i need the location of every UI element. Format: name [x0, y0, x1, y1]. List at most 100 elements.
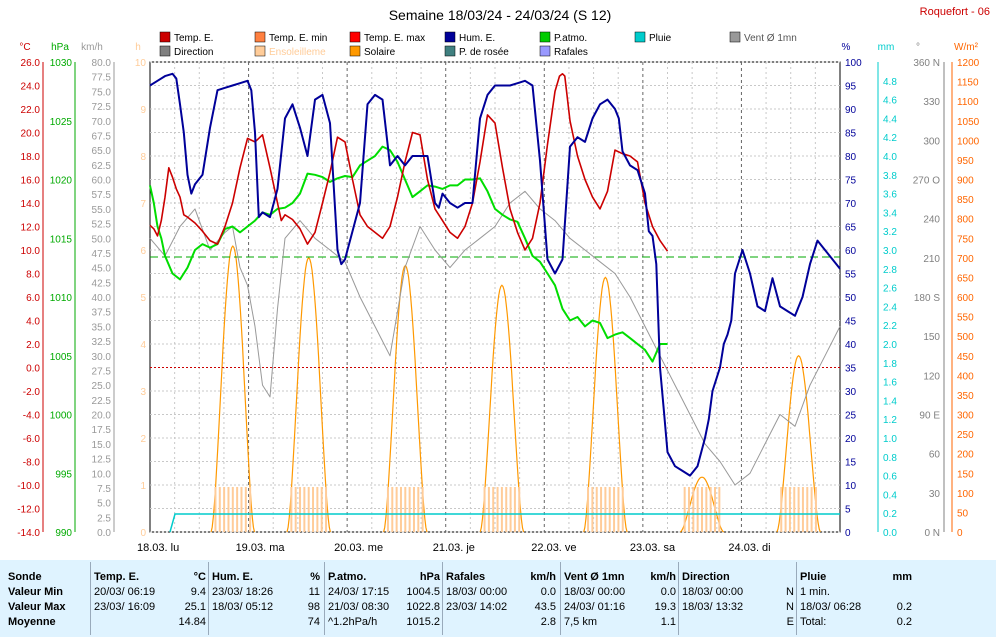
axis-tick-temp: 12.0 — [21, 223, 41, 234]
summary-cell-value: N — [786, 586, 794, 598]
axis-tick-wind: 47.5 — [92, 249, 112, 260]
wind-series — [149, 190, 841, 486]
axis-tick-direction: 210 — [923, 254, 940, 265]
axis-tick-rain: 1.2 — [883, 415, 897, 426]
axis-unit-pressure: hPa — [51, 42, 69, 53]
axis-tick-solar: 1100 — [957, 97, 979, 108]
summary-cell-time: 7,5 km — [564, 616, 598, 628]
axis-tick-wind: 50.0 — [92, 234, 112, 245]
legend-swatch — [539, 31, 551, 43]
legend-swatch — [539, 45, 551, 57]
axis-tick-rain: 4.6 — [883, 96, 897, 107]
axis-tick-humidity: 45 — [845, 317, 857, 328]
axis-tick-rain: 2.4 — [883, 302, 897, 313]
axis-tick-wind: 22.5 — [92, 396, 112, 407]
axis-tick-temp: -4.0 — [23, 411, 41, 422]
axis-tick-temp: 10.0 — [21, 246, 41, 257]
axis-tick-rain: 2.6 — [883, 284, 897, 295]
axis-tick-direction: 330 — [923, 97, 940, 108]
axis-tick-humidity: 25 — [845, 411, 857, 422]
summary-cell-value: N — [786, 601, 794, 613]
summary-title: Vent Ø 1mn — [564, 571, 625, 583]
axis-tick-rain: 3.6 — [883, 190, 897, 201]
summary-cell-time: Total: — [800, 616, 827, 628]
summary-cell-value: E — [786, 616, 794, 628]
axis-tick-wind: 72.5 — [92, 102, 112, 113]
axis-tick-pressure: 995 — [55, 469, 72, 480]
legend-swatch — [349, 31, 361, 43]
summary-unit: °C — [193, 571, 206, 583]
axis-tick-solar: 950 — [957, 156, 974, 167]
axis-tick-rain: 0.2 — [883, 509, 897, 520]
summary-cell-time: 18/03/ 06:28 — [800, 601, 862, 613]
summary-table: Sonde Valeur Min Valeur Max Moyenne Temp… — [0, 560, 996, 637]
summary-cell-time: 23/03/ 14:02 — [446, 601, 508, 613]
axis-tick-sun: 4 — [140, 340, 146, 351]
axis-tick-humidity: 90 — [845, 105, 857, 116]
solar-curve — [776, 355, 821, 533]
summary-unit: mm — [892, 571, 912, 583]
summary-separator — [678, 562, 679, 635]
legend-swatch — [349, 45, 361, 57]
summary-sonde-column: Sonde Valeur Min Valeur Max Moyenne — [8, 560, 88, 637]
axis-tick-wind: 5.0 — [97, 499, 111, 510]
legend-swatch — [159, 45, 171, 57]
axis-tick-wind: 60.0 — [92, 176, 112, 187]
solar-curve — [210, 245, 256, 533]
legend-label: Temp. E. — [174, 33, 213, 44]
axis-tick-rain: 0.6 — [883, 472, 897, 483]
legend-swatch — [634, 31, 646, 43]
axis-tick-wind: 80.0 — [92, 58, 112, 69]
axis-tick-temp: 6.0 — [26, 293, 40, 304]
axis-tick-sun: 0 — [140, 528, 146, 539]
axis-tick-wind: 30.0 — [92, 352, 112, 363]
solar-curve — [583, 276, 628, 533]
axis-unit-sun: h — [135, 42, 141, 53]
axis-tick-solar: 900 — [957, 176, 974, 187]
legend-swatch — [729, 31, 741, 43]
axis-tick-temp: 2.0 — [26, 340, 40, 351]
axis-tick-temp: 0.0 — [26, 364, 40, 375]
legend-swatch — [444, 45, 456, 57]
axis-tick-direction: 300 — [923, 136, 940, 147]
legend-label: Direction — [174, 47, 213, 58]
summary-cell-time: 20/03/ 06:19 — [94, 586, 156, 598]
axis-tick-solar: 750 — [957, 234, 974, 245]
legend-swatch — [254, 31, 266, 43]
axis-unit-rain: mm — [878, 42, 895, 53]
axis-tick-rain: 2.8 — [883, 265, 897, 276]
legend-label: Rafales — [554, 47, 588, 58]
legend-swatch — [444, 31, 456, 43]
summary-title: Pluie — [800, 571, 827, 583]
solar-curve — [479, 284, 525, 533]
axis-tick-temp: 26.0 — [21, 58, 41, 69]
axis-tick-sun: 7 — [140, 199, 146, 210]
axis-tick-direction: 0 N — [924, 528, 940, 539]
summary-title: Direction — [682, 571, 730, 583]
summary-cell-value: 74 — [307, 616, 320, 628]
axis-tick-temp: 8.0 — [26, 270, 40, 281]
x-axis-label: 24.03. di — [728, 542, 770, 554]
axis-tick-humidity: 50 — [845, 293, 857, 304]
axis-tick-rain: 1.0 — [883, 434, 897, 445]
axis-tick-sun: 2 — [140, 434, 146, 445]
summary-cell-time: 21/03/ 08:30 — [328, 601, 390, 613]
station-name: Roquefort - 06 — [920, 6, 990, 18]
legend-label: Hum. E. — [459, 33, 495, 44]
summary-cell-value: 0.0 — [660, 586, 676, 598]
axis-tick-rain: 4.0 — [883, 152, 897, 163]
summary-cell-time: 18/03/ 13:32 — [682, 601, 744, 613]
axis-tick-temp: -12.0 — [17, 505, 40, 516]
axis-tick-humidity: 95 — [845, 82, 857, 93]
summary-cell-time: 18/03/ 05:12 — [212, 601, 274, 613]
axis-tick-solar: 550 — [957, 313, 974, 324]
summary-separator — [208, 562, 209, 635]
axis-tick-sun: 3 — [140, 387, 146, 398]
legend-label: Pluie — [649, 33, 672, 44]
axis-tick-wind: 62.5 — [92, 161, 112, 172]
summary-cell-value: 9.4 — [190, 586, 206, 598]
summary-cell-time: 18/03/ 00:00 — [682, 586, 744, 598]
summary-cell-value: 0.2 — [896, 616, 912, 628]
summary-title: Rafales — [446, 571, 486, 583]
axis-tick-humidity: 65 — [845, 223, 857, 234]
